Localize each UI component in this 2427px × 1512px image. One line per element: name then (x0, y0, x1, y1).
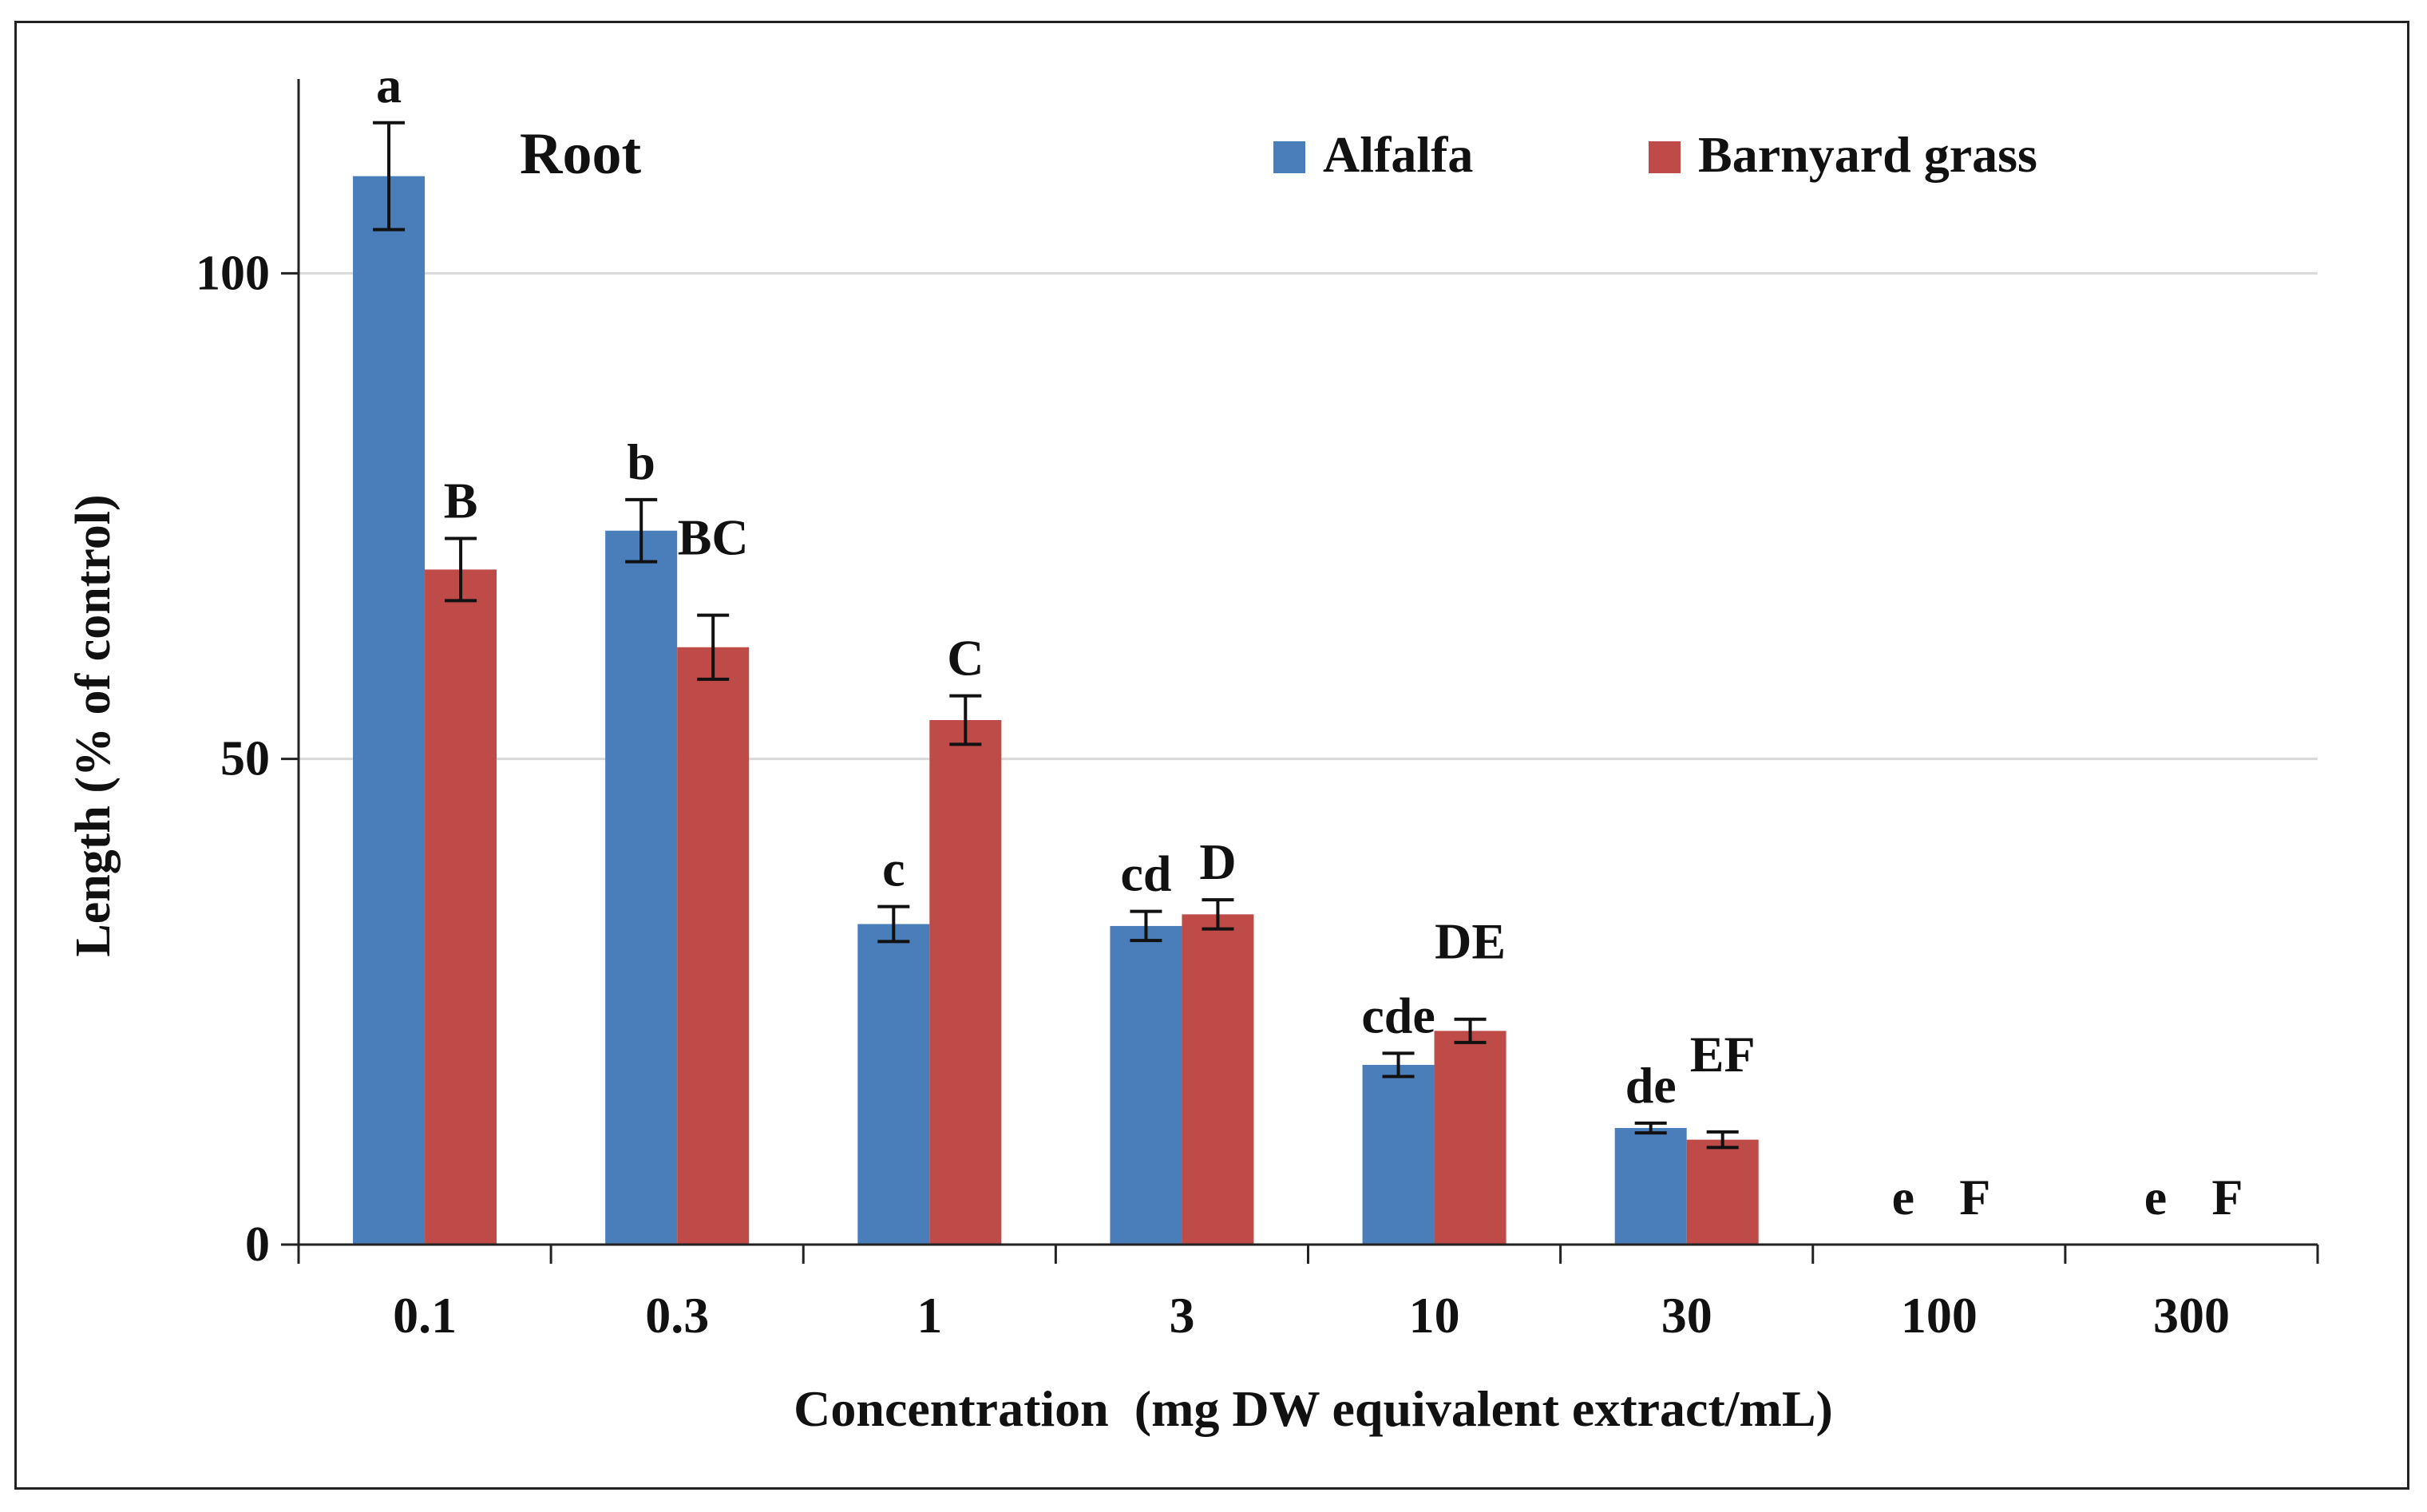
legend-swatch-alfalfa (1273, 141, 1305, 173)
y-tick-label: 100 (196, 246, 270, 300)
significance-letter-alfalfa: a (376, 57, 402, 113)
significance-letter-alfalfa: e (1892, 1169, 1914, 1225)
significance-letter-barnyard-grass: BC (678, 509, 749, 566)
bar-alfalfa-10 (1362, 1064, 1435, 1245)
bar-barnyard-grass-30 (1686, 1139, 1759, 1245)
significance-letter-barnyard-grass: B (444, 472, 478, 528)
chart-title: Root (520, 121, 641, 187)
bar-barnyard-grass-10 (1434, 1031, 1506, 1245)
x-tick-label: 0.1 (393, 1287, 457, 1344)
bar-alfalfa-0.1 (353, 176, 426, 1245)
bar-barnyard-grass-3 (1182, 914, 1254, 1245)
x-tick-label: 10 (1409, 1287, 1460, 1344)
root-length-chart: a b c cd cde de e e B BC C D DE EF F F 0 50 100 0.1 0.3 1 3 10… (66, 57, 2319, 1437)
x-tick-label: 30 (1661, 1287, 1712, 1344)
x-tick-label: 300 (2153, 1287, 2230, 1344)
y-axis-title: Length (% of control) (66, 494, 121, 956)
significance-letters-group: a b c cd cde de e e B BC C D DE EF F F (376, 57, 2243, 1225)
bar-alfalfa-3 (1110, 925, 1182, 1245)
significance-letter-alfalfa: cd (1120, 845, 1171, 902)
significance-letter-alfalfa: cde (1361, 987, 1435, 1043)
legend-swatch-barnyard-grass (1649, 141, 1681, 173)
x-tick-label: 1 (917, 1287, 942, 1344)
significance-letter-barnyard-grass: F (2211, 1169, 2243, 1225)
y-tick-label: 0 (245, 1217, 270, 1272)
significance-letter-barnyard-grass: C (947, 630, 984, 687)
significance-letter-alfalfa: b (627, 433, 655, 490)
significance-letter-barnyard-grass: F (1959, 1169, 1990, 1225)
bar-barnyard-grass-1 (929, 720, 1002, 1245)
legend-label-barnyard-grass: Barnyard grass (1698, 126, 2037, 183)
significance-letter-alfalfa: c (882, 841, 905, 897)
significance-letter-alfalfa: de (1625, 1057, 1677, 1114)
y-tick-label: 50 (220, 732, 270, 786)
legend: Alfalfa Barnyard grass (1273, 126, 2037, 183)
bar-barnyard-grass-0.3 (677, 647, 750, 1245)
legend-label-alfalfa: Alfalfa (1323, 126, 1473, 183)
bar-alfalfa-1 (857, 924, 930, 1245)
x-tick-label: 3 (1169, 1287, 1194, 1344)
significance-letter-barnyard-grass: EF (1690, 1026, 1756, 1083)
significance-letter-barnyard-grass: DE (1435, 913, 1506, 970)
bars-group (353, 176, 1759, 1245)
bar-alfalfa-0.3 (605, 530, 678, 1245)
x-tick-label: 100 (1901, 1287, 1978, 1344)
significance-letter-alfalfa: e (2144, 1169, 2167, 1225)
axes-group: 0 50 100 0.1 0.3 1 3 10 30 100 300 (196, 79, 2319, 1344)
significance-letter-barnyard-grass: D (1199, 833, 1236, 890)
x-tick-label: 0.3 (645, 1287, 709, 1344)
figure-frame: a b c cd cde de e e B BC C D DE EF F F 0 50 100 0.1 0.3 1 3 10… (14, 21, 2409, 1490)
gridlines (299, 271, 2318, 761)
error-bars-group (373, 121, 1739, 1150)
bar-alfalfa-30 (1614, 1128, 1687, 1245)
x-axis-title: Concentration (mg DW equivalent extract/… (794, 1380, 1833, 1437)
bar-barnyard-grass-0.1 (425, 569, 497, 1245)
